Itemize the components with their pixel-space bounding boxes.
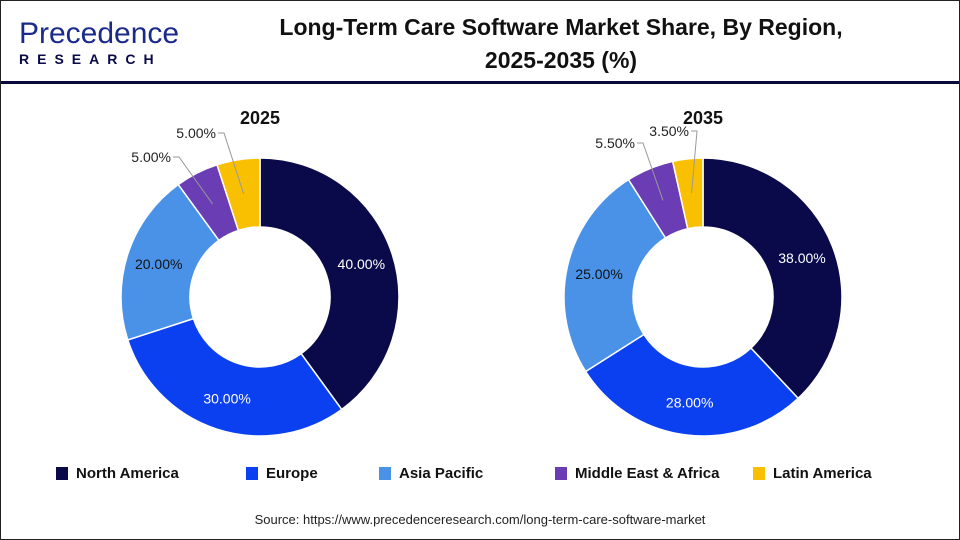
donut-slice-latin-america <box>216 157 261 232</box>
chart-title: Long-Term Care Software Market Share, By… <box>279 14 843 73</box>
donut-slice-asia-pacific <box>120 183 220 341</box>
header: Precedence RESEARCH Long-Term Care Softw… <box>1 1 959 84</box>
legend-label: Europe <box>266 465 318 482</box>
data-label: 28.00% <box>666 395 713 411</box>
leader-line <box>173 156 213 205</box>
donut-slice-europe <box>126 317 343 437</box>
legend-swatch <box>379 467 391 480</box>
data-label: 3.50% <box>649 123 689 139</box>
logo: Precedence RESEARCH <box>19 17 180 68</box>
data-label: 40.00% <box>338 256 385 272</box>
legend-label: Latin America <box>773 465 872 482</box>
logo-subtext: RESEARCH <box>19 51 162 67</box>
legend-item-north-america: North America <box>56 465 179 482</box>
legend-item-latin-america: Latin America <box>753 465 872 482</box>
donut-title: 2025 <box>240 108 280 128</box>
legend-item-europe: Europe <box>246 465 318 482</box>
legend-item-asia-pacific: Asia Pacific <box>379 465 483 482</box>
data-label: 25.00% <box>575 266 622 282</box>
data-label: 5.00% <box>131 149 171 165</box>
donut-slice-latin-america <box>671 157 704 230</box>
data-label: 5.50% <box>595 135 635 151</box>
donut-slice-north-america <box>259 157 400 411</box>
donut-slice-asia-pacific <box>563 178 667 373</box>
legend-swatch <box>246 467 258 480</box>
donut-slice-north-america <box>702 157 843 400</box>
donut-title: 2035 <box>683 108 723 128</box>
donut-slice-europe <box>584 333 800 437</box>
legend-label: Asia Pacific <box>399 465 484 482</box>
data-label: 30.00% <box>203 390 250 406</box>
legend-item-middle-east-africa: Middle East & Africa <box>555 465 719 482</box>
data-label: 5.00% <box>176 125 216 141</box>
data-label: 20.00% <box>135 256 182 272</box>
leader-line <box>691 130 698 194</box>
source-note: Source: https://www.precedenceresearch.c… <box>254 512 706 527</box>
data-label: 38.00% <box>778 250 825 266</box>
legend-swatch <box>555 467 567 480</box>
legend-label: North America <box>76 465 179 482</box>
leader-line <box>637 142 664 201</box>
legend: North America Europe Asia Pacific Middle… <box>1 465 959 487</box>
logo-text: Precedence <box>19 17 180 50</box>
legend-swatch <box>56 467 68 480</box>
legend-swatch <box>753 467 765 480</box>
legend-label: Middle East & Africa <box>575 465 720 482</box>
leader-line <box>218 132 245 194</box>
